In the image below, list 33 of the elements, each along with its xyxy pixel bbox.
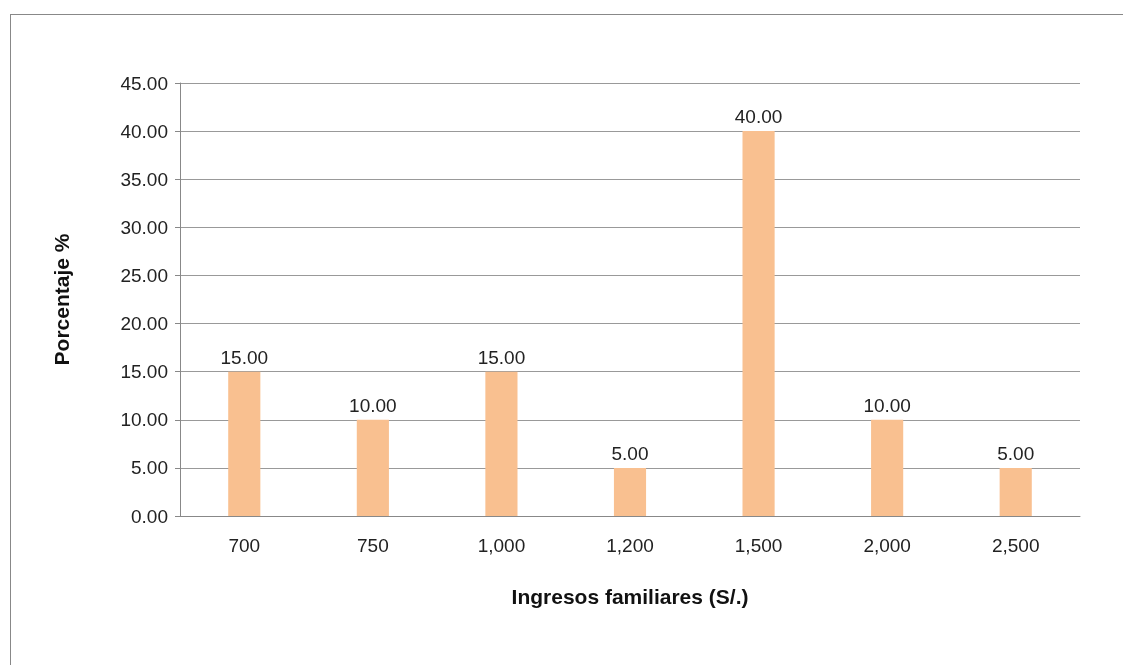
bar [613, 467, 647, 516]
x-tick-label: 2,000 [863, 535, 911, 556]
y-tick-label: 25.00 [120, 264, 168, 286]
y-tick-label: 30.00 [120, 216, 168, 238]
y-tick-label: 5.00 [131, 457, 168, 479]
y-tick-label: 15.00 [120, 361, 168, 383]
y-axis-title: Porcentaje % [50, 233, 73, 366]
x-tick-label: 750 [357, 535, 389, 556]
x-tick-label: 1,200 [606, 535, 654, 556]
data-label: 10.00 [349, 394, 397, 416]
y-tick-label: 10.00 [120, 409, 168, 431]
data-label: 40.00 [734, 106, 783, 128]
bar [356, 419, 389, 516]
y-tick-label: 20.00 [120, 313, 168, 335]
y-tick-label: 35.00 [120, 168, 168, 190]
y-tick-label: 0.00 [131, 505, 168, 527]
data-label: 10.00 [863, 394, 911, 416]
bar [485, 371, 518, 516]
data-label: 5.00 [997, 442, 1035, 464]
data-label: 15.00 [220, 346, 269, 368]
bar [228, 371, 261, 516]
x-tick-label: 1,000 [477, 535, 526, 556]
data-label: 5.00 [611, 442, 649, 464]
x-tick-label: 700 [228, 535, 261, 556]
x-tick-label: 1,500 [734, 535, 783, 556]
data-label: 15.00 [477, 346, 526, 368]
x-tick-label: 2,500 [991, 535, 1040, 556]
y-tick-label: 40.00 [120, 120, 168, 142]
y-tick-label: 45.00 [120, 72, 168, 94]
bar [871, 419, 904, 516]
bar [742, 131, 775, 516]
bar [999, 467, 1032, 516]
x-axis-title: Ingresos familiares (S/.) [511, 585, 749, 608]
